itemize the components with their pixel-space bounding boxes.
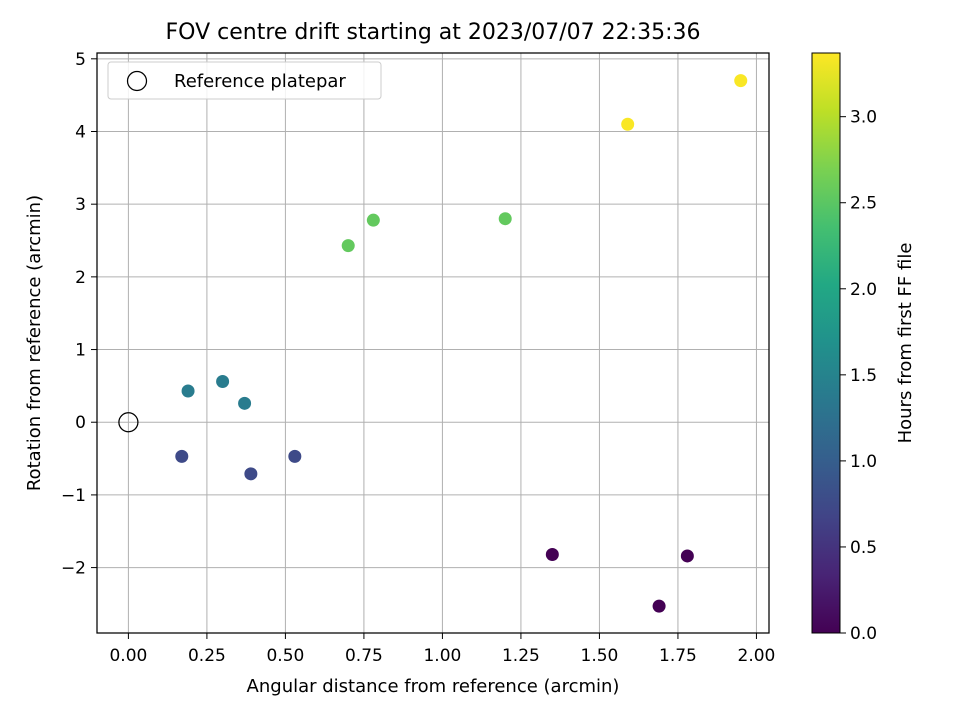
data-point [621,117,635,131]
x-tick-label: 2.00 [738,646,776,666]
y-tick-label: 5 [75,50,86,70]
colorbar: 0.0 0.5 1.0 1.5 2.0 2.5 3.0 Hours from first F… [811,52,916,644]
legend-box [107,61,382,100]
x-axis-label: Angular distance from reference (arcmin) [247,676,620,697]
data-point [238,396,252,410]
data-point [216,375,230,389]
y-tick-label: −2 [61,559,86,579]
y-axis-ticks: −2 −1 0 1 2 3 4 5 [61,50,97,579]
colorbar-tick-label: 3.0 [850,108,877,128]
colorbar-tick-label: 1.5 [850,366,877,386]
y-axis-label: Rotation from reference (arcmin) [24,195,45,491]
colorbar-tick-label: 0.0 [850,624,877,644]
data-point [734,74,748,88]
legend: Reference platepar [107,61,382,100]
colorbar-label: Hours from first FF file [895,243,916,444]
colorbar-ticks: 0.0 0.5 1.0 1.5 2.0 2.5 3.0 [840,108,877,644]
legend-marker-reference [126,70,148,92]
data-points [118,74,748,613]
colorbar-gradient [811,52,841,634]
y-tick-label: 2 [75,268,86,288]
data-point [545,548,559,562]
x-tick-label: 1.25 [502,646,540,666]
data-point [341,239,355,253]
data-point [181,384,195,398]
chart-title: FOV centre drift starting at 2023/07/07 … [166,20,701,45]
data-point [244,467,258,481]
plot-area-frame [96,52,770,634]
x-axis-ticks: 0.00 0.25 0.50 0.75 1.00 1.25 1.50 1.75 2.00 [109,633,775,666]
data-point [498,212,512,226]
y-tick-label: 3 [75,195,86,215]
x-tick-label: 1.50 [581,646,619,666]
x-tick-label: 0.75 [345,646,383,666]
colorbar-tick-label: 2.0 [850,280,877,300]
y-tick-label: 4 [75,122,86,142]
x-tick-label: 0.50 [266,646,304,666]
data-point [175,449,189,463]
y-tick-label: −1 [61,486,86,506]
x-tick-label: 1.00 [423,646,461,666]
data-point [680,549,694,563]
data-point [288,449,302,463]
grid-lines [97,53,769,633]
colorbar-tick-label: 1.0 [850,452,877,472]
y-tick-label: 1 [75,341,86,361]
data-point [366,213,380,227]
y-tick-label: 0 [75,413,86,433]
colorbar-tick-label: 0.5 [850,538,877,558]
x-tick-label: 1.75 [659,646,697,666]
colorbar-tick-label: 2.5 [850,194,877,214]
data-point [652,599,666,613]
x-tick-label: 0.25 [188,646,226,666]
x-tick-label: 0.00 [109,646,147,666]
reference-point-marker [118,412,139,433]
legend-label-reference: Reference platepar [174,71,346,92]
